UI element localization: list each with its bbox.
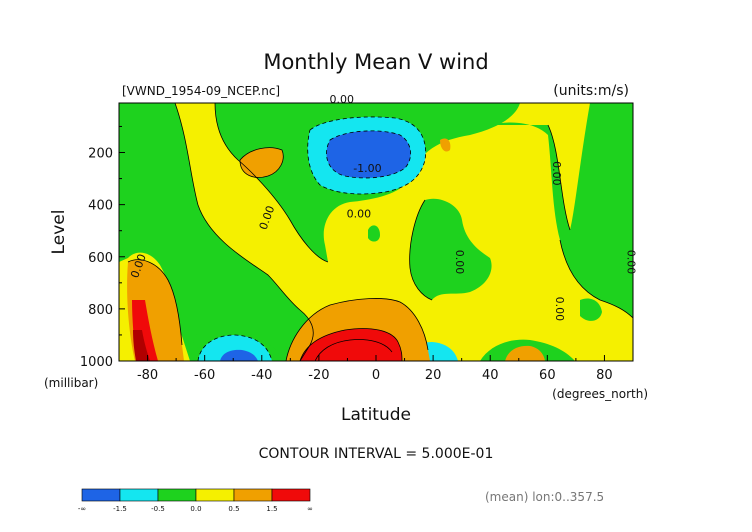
y-tick-label: 600 (88, 251, 113, 266)
fill-band-neg1-to-neg0.5-bottom-left (198, 335, 272, 361)
contour-label: 0.00 (550, 161, 563, 186)
chart-title: Monthly Mean V wind (263, 50, 488, 74)
contour-line-neg-1 (307, 116, 426, 195)
colorbar-tick-label: -0.5 (151, 505, 165, 513)
contour-fill-layer (119, 103, 633, 361)
fill-band-lt-neg1-bottom (220, 349, 258, 361)
contour-line-pos-4 (127, 259, 183, 346)
contour-line-pos-3 (314, 339, 393, 361)
colorbar-tick-label: -1.5 (113, 505, 127, 513)
colorbar-swatch (157, 488, 197, 502)
x-axis: -80 -60 -40 -20 0 20 40 60 80 (118, 355, 634, 383)
colorbar-tick-label: 0.5 (228, 505, 239, 513)
colorbar-tick-label: ∞ (307, 505, 313, 513)
y-axis: 200 400 600 800 1000 (80, 125, 125, 370)
x-tick-label: -40 (251, 368, 272, 383)
colorbar-swatch (81, 488, 121, 502)
contour-line-zero-3 (547, 124, 571, 231)
mean-label: (mean) lon:0..357.5 (485, 490, 604, 504)
contour-label: 0.00 (329, 93, 354, 106)
contour-label: 0.00 (553, 297, 566, 322)
contour-label: 0.00 (624, 250, 637, 275)
file-label: [VWND_1954-09_NCEP.nc] (122, 84, 280, 98)
colorbar-tick-label: 1.5 (266, 505, 277, 513)
fill-band-neg0.5-to-0-left (119, 103, 314, 361)
contour-label: 0.00 (347, 208, 372, 221)
contour-line-pos-5 (239, 147, 284, 178)
colorbar-tick-label: 0.0 (190, 505, 201, 513)
contour-line-neg-2 (326, 130, 411, 179)
x-tick-label: 20 (425, 368, 442, 383)
x-tick-label: 0 (372, 368, 380, 383)
fill-band-neg0.5-to-0-right-small (580, 298, 602, 321)
contour-line-zero-2 (214, 103, 329, 263)
contour-line-pos-1 (285, 298, 429, 361)
y-axis-label: Level (49, 210, 69, 255)
x-tick-label: -60 (194, 368, 215, 383)
colorbar-swatch (233, 488, 273, 502)
x-tick-label: 40 (482, 368, 499, 383)
x-axis-label: Latitude (341, 405, 411, 425)
x-tick-label: 80 (596, 368, 613, 383)
contour-line-zero-1 (174, 103, 314, 361)
colorbar-swatch (195, 488, 235, 502)
y-tick-label: 400 (88, 199, 113, 214)
contour-line-zero-4 (409, 199, 433, 301)
x-tick-label: 60 (539, 368, 556, 383)
colorbar: -∞ -1.5 -0.5 0.0 0.5 1.5 ∞ (78, 488, 313, 513)
contour-line-zero-5 (559, 239, 633, 319)
fill-band-0.5-to-1-small-top (440, 138, 451, 152)
colorbar-swatch (271, 488, 311, 502)
contour-line-pos-2 (299, 328, 403, 361)
contour-label: 0.00 (453, 250, 466, 275)
x-tick-label: -80 (137, 368, 158, 383)
colorbar-swatch (119, 488, 159, 502)
x-tick-label: -20 (308, 368, 329, 383)
x-unit-label: (degrees_north) (552, 387, 648, 401)
y-tick-label: 1000 (80, 355, 113, 370)
y-tick-label: 800 (88, 303, 113, 318)
fill-band-lt-neg1-top (326, 130, 411, 178)
colorbar-tick-label: -∞ (78, 505, 86, 513)
contour-lines (127, 103, 633, 361)
fill-band-0.5-to-1-upper-left (240, 147, 284, 178)
y-unit-label: (millibar) (44, 376, 98, 390)
contour-line-neg-3 (197, 334, 273, 361)
y-tick-label: 200 (88, 147, 113, 162)
units-label: (units:m/s) (553, 83, 629, 99)
fill-band-gt1-left-dark (133, 330, 150, 361)
contour-label: -1.00 (353, 162, 381, 175)
fill-band-neg0.5-to-0-midright (409, 198, 492, 300)
fill-band-gt1-bottom (300, 328, 402, 361)
contour-interval-label: CONTOUR INTERVAL = 5.000E-01 (259, 446, 494, 462)
fill-band-neg0.5-to-0-right (490, 103, 633, 318)
fill-band-neg0.5-to-0-small-blob (368, 225, 380, 242)
fill-band-0.5-to-1-bottom-right (505, 345, 545, 361)
